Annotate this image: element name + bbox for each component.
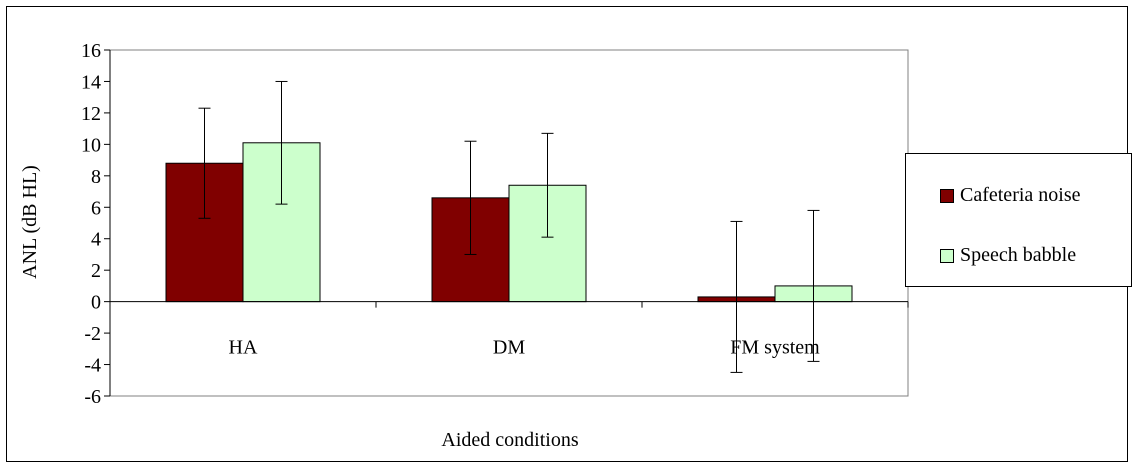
category-label: HA [229, 337, 258, 359]
axes-layer [104, 49, 909, 397]
y-tick-label: 0 [91, 292, 101, 314]
legend: Cafeteria noise Speech babble [905, 153, 1132, 287]
y-tick-label: 4 [91, 229, 101, 251]
y-tick-label: 16 [81, 40, 101, 62]
x-axis-title: Aided conditions [441, 429, 578, 451]
category-label: DM [493, 337, 525, 359]
legend-label-0: Cafeteria noise [960, 184, 1081, 206]
y-tick-label: 10 [81, 134, 101, 156]
y-axis-title: ANL (dB HL) [19, 165, 41, 279]
category-label: FM system [730, 337, 820, 359]
legend-item-0: Cafeteria noise [940, 184, 1081, 207]
legend-item-1: Speech babble [940, 244, 1076, 267]
error-bars-layer [198, 80, 820, 373]
y-tick-label: -6 [84, 386, 101, 408]
y-tick-label: 12 [81, 103, 101, 125]
y-tick-label: -2 [84, 323, 101, 345]
legend-label-1: Speech babble [960, 244, 1077, 266]
y-tick-label: 8 [91, 166, 101, 188]
labels-layer: -6 -4 -2 0 2 4 6 8 10 12 14 16 HA DM FM system [81, 40, 820, 408]
y-tick-label: 14 [81, 71, 101, 93]
y-tick-label: -4 [84, 355, 101, 377]
legend-swatch-1 [940, 248, 954, 263]
legend-swatch-0 [940, 188, 954, 203]
y-tick-label: 6 [91, 197, 101, 219]
y-tick-label: 2 [91, 260, 101, 282]
